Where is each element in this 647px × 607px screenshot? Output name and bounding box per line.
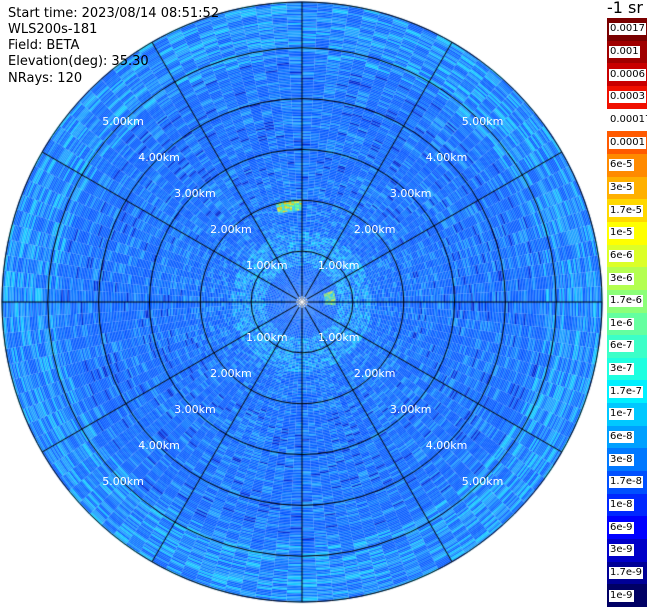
ring-label: 1.00km bbox=[317, 259, 360, 273]
colorbar-tick-label: 6e-9 bbox=[609, 521, 634, 534]
colorbar-tick-label: 1e-7 bbox=[609, 408, 634, 421]
ring-label: 4.00km bbox=[425, 151, 468, 165]
colorbar-tick-label: 6e-6 bbox=[609, 249, 634, 262]
colorbar-tick-label: 1.7e-7 bbox=[609, 385, 644, 398]
ring-label: 5.00km bbox=[461, 474, 504, 488]
instrument-text: WLS200s-181 bbox=[8, 22, 98, 37]
colorbar-tick-label: 3e-9 bbox=[609, 544, 634, 557]
colorbar-tick-label: 0.001 bbox=[609, 45, 640, 58]
colorbar-tick-label: 6e-8 bbox=[609, 431, 634, 444]
ring-label: 4.00km bbox=[425, 438, 468, 452]
colorbar: 0.0017 0.001 0.0006 0.0003 0.00017 0.0001 6e-5… bbox=[607, 18, 647, 607]
colorbar-tick-label: 6e-5 bbox=[609, 159, 634, 172]
elevation-text: Elevation(deg): 35.30 bbox=[8, 54, 149, 69]
ring-label: 5.00km bbox=[102, 474, 144, 488]
ring-label: 1.00km bbox=[246, 259, 288, 273]
colorbar-tick-label: 1.7e-5 bbox=[609, 204, 644, 217]
colorbar-tick-label: 0.0003 bbox=[609, 91, 646, 104]
colorbar-tick-label: 0.0006 bbox=[609, 68, 646, 81]
colorbar-tick-label: 1e-6 bbox=[609, 317, 634, 330]
ring-label: 3.00km bbox=[389, 187, 432, 201]
ring-label: 5.00km bbox=[102, 115, 144, 129]
colorbar-tick-label: 3e-7 bbox=[609, 363, 634, 376]
ring-label: 5.00km bbox=[461, 115, 504, 129]
field-text: Field: BETA bbox=[8, 38, 80, 53]
colorbar-tick-label: 1e-5 bbox=[609, 227, 634, 240]
colorbar-tick-label: 1.7e-6 bbox=[609, 295, 644, 308]
colorbar-tick-label: 0.0017 bbox=[609, 23, 646, 36]
colorbar-tick-label: 3e-5 bbox=[609, 181, 634, 194]
ring-label: 3.00km bbox=[174, 402, 216, 416]
colorbar-tick-label: 3e-8 bbox=[609, 453, 634, 466]
colorbar-unit: -1 sr bbox=[607, 0, 643, 17]
ring-label: 3.00km bbox=[174, 187, 216, 201]
colorbar-tick-label: 1e-9 bbox=[609, 589, 634, 602]
ring-label: 4.00km bbox=[138, 438, 180, 452]
colorbar-tick-label: 6e-7 bbox=[609, 340, 634, 353]
colorbar-tick-label: 3e-6 bbox=[609, 272, 634, 285]
ring-label: 2.00km bbox=[210, 366, 252, 380]
ring-label: 1.00km bbox=[317, 330, 360, 344]
colorbar-tick-label: 0.0001 bbox=[609, 136, 646, 149]
ring-label: 2.00km bbox=[353, 223, 396, 237]
colorbar-tick-label: 0.00017 bbox=[609, 113, 647, 126]
colorbar-tick-label: 1.7e-9 bbox=[609, 567, 644, 580]
ring-label: 2.00km bbox=[210, 223, 252, 237]
ring-label: 1.00km bbox=[246, 330, 288, 344]
start-time-text: Start time: 2023/08/14 08:51:52 bbox=[8, 6, 220, 21]
colorbar-tick-label: 1e-8 bbox=[609, 499, 634, 512]
nrays-text: NRays: 120 bbox=[8, 71, 83, 86]
ring-label: 2.00km bbox=[353, 366, 396, 380]
colorbar-tick-label: 1.7e-8 bbox=[609, 476, 644, 489]
ring-label: 3.00km bbox=[389, 402, 432, 416]
ring-label: 4.00km bbox=[138, 151, 180, 165]
